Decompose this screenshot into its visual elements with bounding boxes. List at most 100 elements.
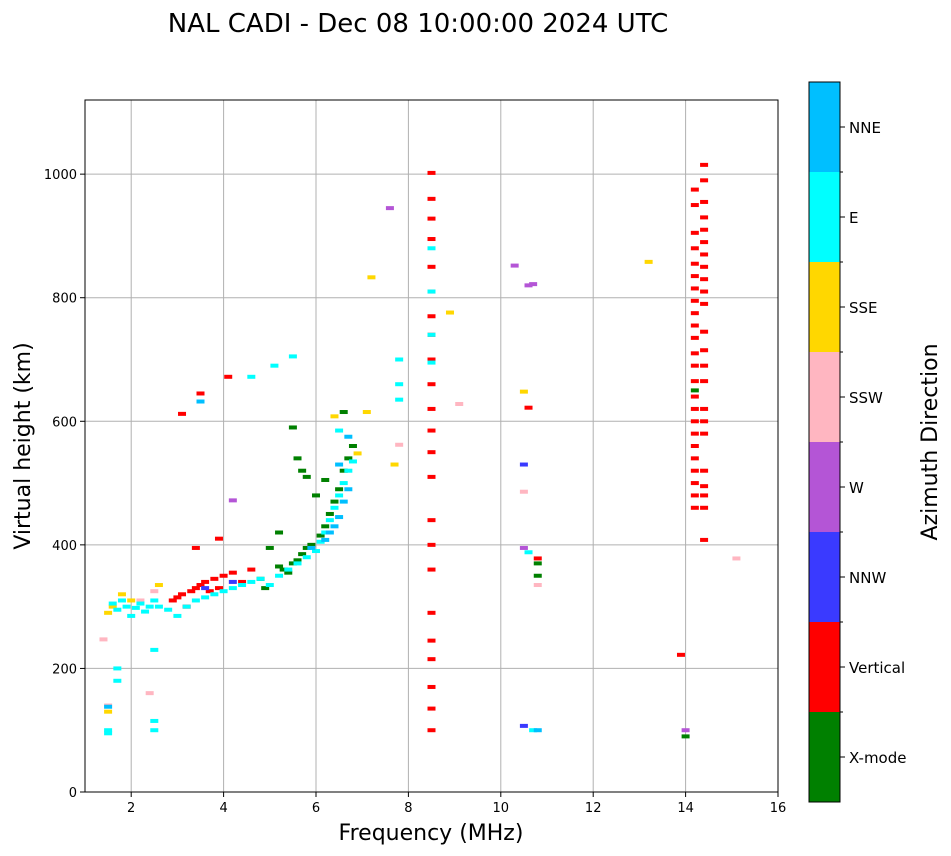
data-point-vertical — [427, 638, 436, 643]
data-point-ssw — [145, 691, 154, 696]
data-point-e — [270, 363, 279, 368]
data-point-e — [113, 666, 122, 671]
data-point-vertical — [427, 518, 436, 523]
data-point-w — [385, 206, 394, 211]
colorbar-segment — [809, 712, 840, 802]
data-point-x-mode — [330, 499, 339, 504]
data-point-sse — [154, 583, 163, 588]
x-tick-label: 10 — [493, 801, 510, 816]
data-point-x-mode — [533, 561, 542, 566]
y-axis-label: Virtual height (km) — [11, 342, 36, 549]
data-point-vertical — [700, 484, 709, 489]
data-point-e — [122, 604, 131, 609]
data-point-sse — [127, 598, 136, 603]
data-point-vertical — [238, 579, 247, 584]
colorbar-segment — [809, 172, 840, 262]
data-point-vertical — [690, 456, 699, 461]
data-point-vertical — [690, 505, 699, 510]
data-point-x-mode — [316, 533, 325, 538]
y-tick-label: 200 — [52, 662, 77, 677]
data-point-vertical — [690, 311, 699, 316]
colorbar-tick-label: SSE — [849, 299, 878, 317]
data-point-e — [321, 530, 330, 535]
data-point-vertical — [700, 329, 709, 334]
data-point-e — [145, 604, 154, 609]
data-point-vertical — [700, 505, 709, 510]
data-point-sse — [390, 462, 399, 467]
data-point-nnw — [519, 462, 528, 467]
data-point-nne — [325, 530, 334, 535]
data-point-x-mode — [275, 530, 284, 535]
data-point-vertical — [427, 706, 436, 711]
data-point-x-mode — [335, 487, 344, 492]
data-point-vertical — [427, 567, 436, 572]
data-point-e — [395, 382, 404, 387]
data-point-x-mode — [302, 474, 311, 479]
data-point-e — [325, 518, 334, 523]
data-point-vertical — [700, 348, 709, 353]
data-point-x-mode — [288, 425, 297, 430]
data-point-vertical — [690, 261, 699, 266]
data-point-e — [201, 595, 210, 600]
data-point-e — [427, 289, 436, 294]
data-point-x-mode — [344, 456, 353, 461]
data-point-vertical — [700, 215, 709, 220]
data-point-ssw — [99, 637, 108, 642]
data-point-e — [150, 728, 159, 733]
data-point-e — [113, 678, 122, 683]
data-point-vertical — [178, 592, 187, 597]
data-point-vertical — [427, 406, 436, 411]
data-point-e — [335, 493, 344, 498]
x-axis-label: Frequency (MHz) — [339, 821, 524, 846]
azimuth-colorbar: X-mode Vertical NNW W SSW SSE E NNE — [808, 81, 906, 803]
data-point-vertical — [533, 556, 542, 561]
data-point-vertical — [205, 589, 214, 594]
data-point-nne — [330, 524, 339, 529]
data-point-e — [141, 609, 150, 614]
data-point-vertical — [690, 444, 699, 448]
data-point-e — [117, 598, 126, 603]
data-point-e — [348, 459, 357, 464]
x-tick-label: 16 — [770, 801, 787, 816]
data-point-x-mode — [307, 542, 316, 547]
data-point-e — [136, 601, 145, 606]
data-point-x-mode — [288, 561, 297, 566]
colorbar-tick-label: Vertical — [849, 659, 905, 677]
data-point-x-mode — [690, 388, 699, 393]
colorbar-segment — [809, 262, 840, 352]
data-point-sse — [104, 610, 113, 615]
colorbar-tick-label: X-mode — [849, 749, 906, 767]
data-point-x-mode — [284, 570, 293, 575]
data-point-e — [210, 592, 219, 597]
data-point-vertical — [427, 357, 436, 362]
data-point-e — [427, 246, 436, 251]
data-point-vertical — [427, 314, 436, 319]
data-point-e — [524, 550, 533, 555]
data-point-e — [316, 539, 325, 544]
data-point-e — [275, 573, 284, 578]
data-point-e — [104, 731, 113, 736]
colorbar-segment — [809, 82, 840, 172]
data-point-nnw — [228, 579, 237, 584]
x-tick-label: 4 — [219, 801, 227, 816]
data-point-sse — [353, 451, 362, 456]
data-point-x-mode — [533, 573, 542, 578]
data-point-vertical — [427, 474, 436, 479]
data-point-vertical — [700, 468, 709, 473]
data-point-ssw — [395, 442, 404, 447]
data-point-x-mode — [339, 468, 348, 473]
data-point-ssw — [455, 401, 464, 406]
data-point-e — [154, 604, 163, 609]
plot-frame-background — [85, 100, 778, 792]
data-point-vertical — [690, 298, 699, 303]
data-point-nne — [344, 434, 353, 439]
data-point-e — [247, 374, 256, 379]
data-point-vertical — [427, 610, 436, 615]
data-point-nne — [307, 545, 316, 550]
data-point-x-mode — [293, 456, 302, 461]
data-point-vertical — [228, 570, 237, 575]
data-point-vertical — [700, 379, 709, 384]
data-point-ssw — [519, 489, 528, 494]
data-point-vertical — [427, 428, 436, 433]
